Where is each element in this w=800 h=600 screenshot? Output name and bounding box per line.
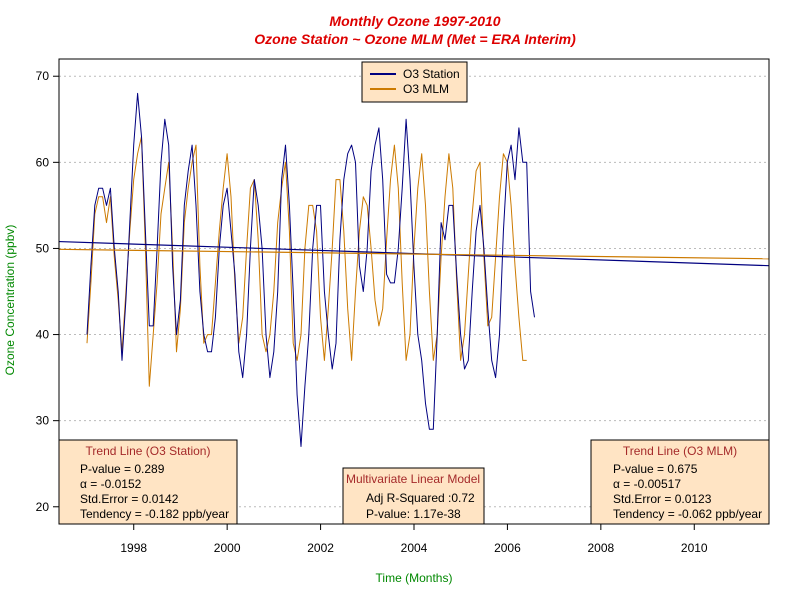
- station-std-error: Std.Error = 0.0142: [80, 492, 179, 506]
- x-tick-label-2004: 2004: [401, 541, 428, 555]
- legend-box: [361, 61, 468, 103]
- x-axis-label: Time (Months): [376, 571, 453, 585]
- x-tick-label-2008: 2008: [587, 541, 614, 555]
- y-tick-label-60: 60: [36, 155, 50, 169]
- mlm-trend-box-bg: [590, 439, 770, 525]
- station-pvalue: P-value = 0.289: [80, 462, 165, 476]
- model-adj-r-squared: Adj R-Squared :0.72: [366, 491, 475, 505]
- chart-title: Monthly Ozone 1997-2010: [329, 13, 500, 29]
- trend-layer: [58, 240, 770, 267]
- mlm-pvalue: P-value = 0.675: [613, 462, 698, 476]
- station-alpha: α = -0.0152: [80, 477, 142, 491]
- model-box-title: Multivariate Linear Model: [346, 472, 480, 486]
- series-line-station: [86, 92, 535, 447]
- station-tendency: Tendency = -0.182 ppb/year: [80, 507, 229, 521]
- mlm-tendency: Tendency = -0.062 ppb/year: [613, 507, 762, 521]
- y-axis-label: Ozone Concentration (ppbv): [3, 225, 17, 376]
- legend: O3 Station O3 MLM: [361, 61, 468, 103]
- model-box: Multivariate Linear Model Adj R-Squared …: [342, 467, 485, 525]
- legend-label-station: O3 Station: [403, 67, 460, 81]
- mlm-std-error: Std.Error = 0.0123: [613, 492, 712, 506]
- mlm-trend-box: Trend Line (O3 MLM) P-value = 0.675 α = …: [590, 439, 770, 525]
- axis-ticks: 20 30 40 50 60 70 1998 2000 2002 2004 2006 2008 2010: [36, 69, 708, 555]
- x-tick-label-2010: 2010: [681, 541, 708, 555]
- legend-label-mlm: O3 MLM: [403, 82, 449, 96]
- y-tick-label-70: 70: [36, 69, 50, 83]
- series-layer: [86, 92, 535, 447]
- chart-subtitle: Ozone Station ~ Ozone MLM (Met = ERA Int…: [254, 31, 576, 47]
- y-tick-label-30: 30: [36, 414, 50, 428]
- mlm-alpha: α = -0.00517: [613, 477, 681, 491]
- series-line-mlm: [86, 136, 527, 387]
- x-tick-label-2000: 2000: [214, 541, 241, 555]
- model-pvalue: P-value: 1.17e-38: [366, 507, 461, 521]
- model-box-bg: [342, 467, 485, 525]
- y-tick-label-40: 40: [36, 328, 50, 342]
- station-trend-box: Trend Line (O3 Station) P-value = 0.289 …: [58, 439, 238, 525]
- trend-line-mlm: [58, 248, 770, 260]
- mlm-trend-title: Trend Line (O3 MLM): [623, 444, 737, 458]
- station-trend-box-bg: [58, 439, 238, 525]
- x-tick-label-2002: 2002: [307, 541, 334, 555]
- y-tick-label-50: 50: [36, 241, 50, 255]
- x-tick-label-2006: 2006: [494, 541, 521, 555]
- station-trend-title: Trend Line (O3 Station): [86, 444, 211, 458]
- x-tick-label-1998: 1998: [120, 541, 147, 555]
- y-tick-label-20: 20: [36, 500, 50, 514]
